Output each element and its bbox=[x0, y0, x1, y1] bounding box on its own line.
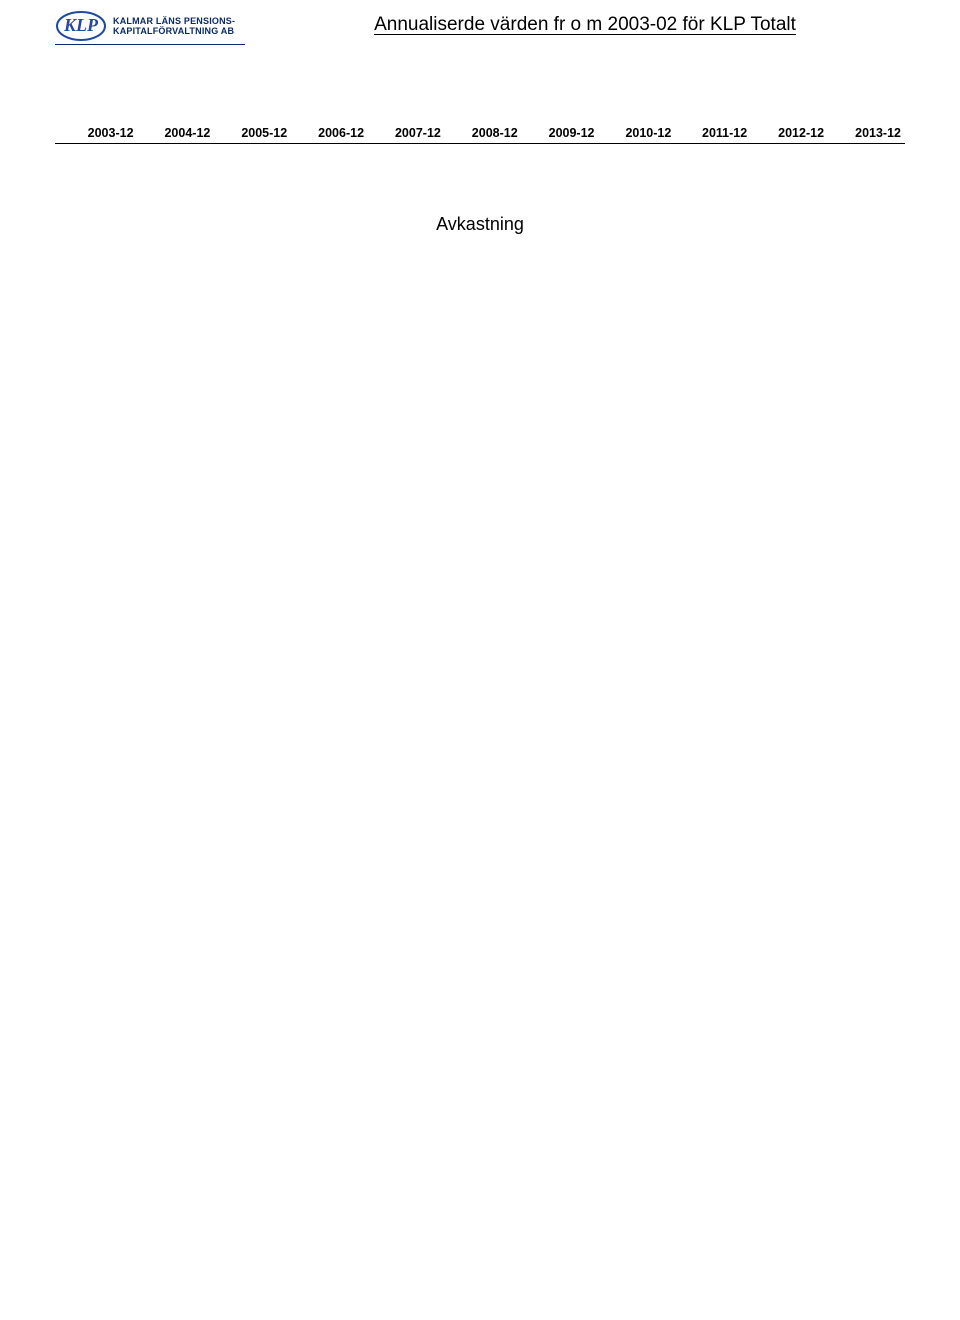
logo-text-2: KAPITALFÖRVALTNING AB bbox=[113, 26, 234, 36]
logo-text-1: KALMAR LÄNS PENSIONS- bbox=[113, 16, 235, 26]
klp-logo-icon: KLP bbox=[55, 10, 107, 42]
col-header: 2005-12 bbox=[214, 123, 291, 144]
col-header: 2008-12 bbox=[445, 123, 522, 144]
col-header: 2006-12 bbox=[291, 123, 368, 144]
chart-title: Avkastning bbox=[55, 214, 905, 235]
page-title: Annualiserde värden fr o m 2003-02 för K… bbox=[265, 10, 905, 36]
avkastning-chart: Avkastning bbox=[55, 214, 905, 834]
logo: KLP KALMAR LÄNS PENSIONS- KAPITALFÖRVALT… bbox=[55, 10, 265, 45]
data-table: 2003-122004-122005-122006-122007-122008-… bbox=[55, 123, 905, 144]
svg-text:KLP: KLP bbox=[63, 15, 99, 35]
col-header: 2003-12 bbox=[61, 123, 138, 144]
col-header: 2009-12 bbox=[522, 123, 599, 144]
col-header: 2004-12 bbox=[138, 123, 215, 144]
col-header: 2007-12 bbox=[368, 123, 445, 144]
col-header: 2010-12 bbox=[599, 123, 676, 144]
col-header: 2011-12 bbox=[675, 123, 751, 144]
col-header: 2013-12 bbox=[828, 123, 905, 144]
col-header: 2012-12 bbox=[751, 123, 828, 144]
